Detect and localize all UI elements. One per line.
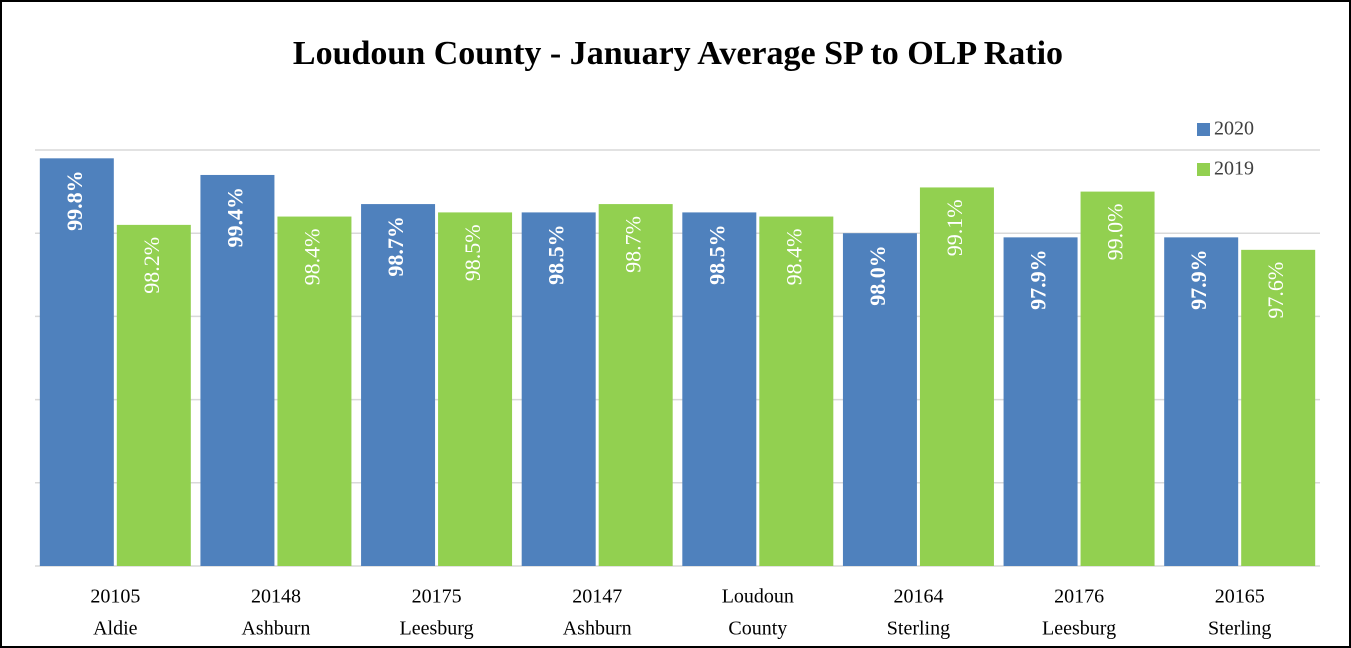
bar	[521, 212, 596, 566]
data-label: 99.8%	[62, 170, 87, 231]
legend-label: 2020	[1214, 118, 1254, 140]
chart-title: Loudoun County - January Average SP to O…	[293, 35, 1063, 72]
bar	[842, 233, 917, 566]
data-label: 98.2%	[139, 237, 164, 294]
x-tick-label: 20176	[1054, 586, 1104, 608]
x-tick-label: 20148	[251, 586, 301, 608]
x-tick-label: Sterling	[887, 618, 950, 640]
x-tick-label: Aldie	[93, 618, 138, 640]
x-tick-label: Ashburn	[241, 618, 310, 640]
bar	[598, 204, 673, 566]
bar	[1241, 249, 1316, 566]
x-tick-label: 20175	[412, 586, 462, 608]
x-tick-label: Leesburg	[1042, 618, 1116, 640]
data-label: 98.7%	[383, 216, 408, 277]
x-tick-label: 20147	[572, 586, 622, 608]
bar	[919, 187, 994, 566]
x-tick-label: County	[728, 618, 787, 640]
data-label: 98.4%	[781, 229, 806, 286]
data-label: 97.6%	[1263, 262, 1288, 319]
data-label: 99.1%	[942, 199, 967, 256]
data-label: 98.4%	[299, 229, 324, 286]
bar	[116, 224, 191, 566]
data-label: 99.0%	[1103, 204, 1128, 261]
data-label: 98.7%	[621, 216, 646, 273]
data-label: 98.5%	[460, 224, 485, 281]
bar	[682, 212, 757, 566]
data-label: 97.9%	[1026, 249, 1051, 309]
data-label: 99.4%	[222, 187, 247, 248]
bar	[438, 212, 513, 566]
bar	[1164, 237, 1239, 567]
bar	[200, 174, 275, 566]
x-tick-label: Loudoun	[722, 586, 794, 608]
legend-swatch	[1197, 123, 1210, 136]
x-tick-label: Sterling	[1208, 618, 1271, 640]
x-tick-label: 20105	[90, 586, 140, 608]
data-label: 98.5%	[544, 224, 569, 285]
x-tick-label: 20165	[1215, 586, 1265, 608]
bar	[277, 216, 352, 566]
bar	[759, 216, 834, 566]
bar	[39, 158, 114, 566]
data-label: 98.0%	[865, 245, 890, 306]
bar	[361, 204, 436, 566]
data-label: 97.9%	[1186, 249, 1211, 309]
x-tick-label: 20164	[893, 586, 943, 608]
legend-swatch	[1197, 163, 1210, 176]
data-label: 98.5%	[704, 224, 729, 285]
x-tick-label: Ashburn	[563, 618, 632, 640]
legend-label: 2019	[1214, 158, 1254, 180]
bar	[1080, 191, 1155, 566]
bar	[1003, 237, 1078, 567]
x-tick-label: Leesburg	[400, 618, 474, 640]
